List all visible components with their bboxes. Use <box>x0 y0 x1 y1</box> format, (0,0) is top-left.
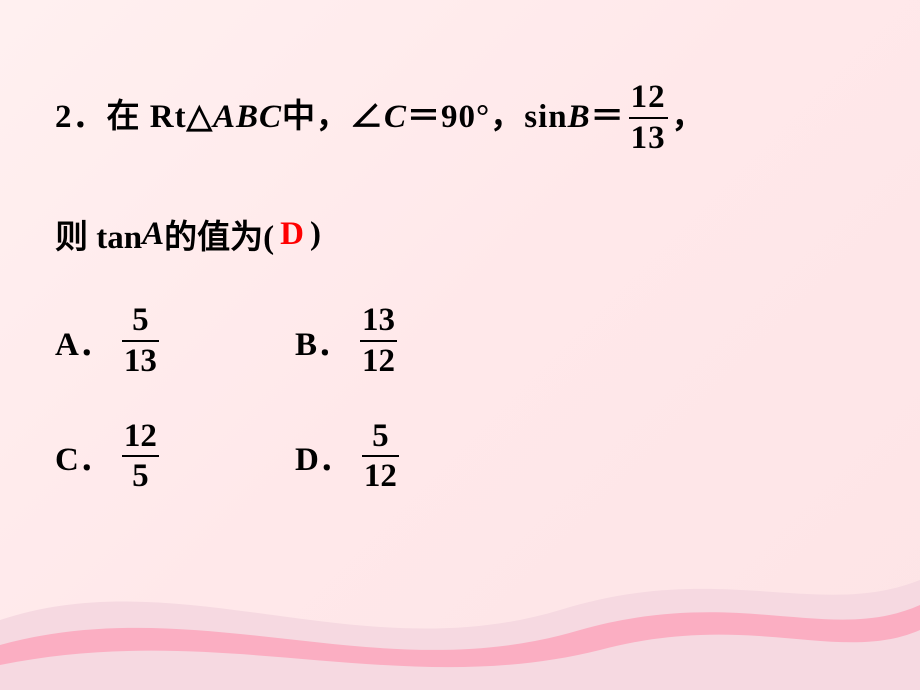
option-D-label: D． <box>295 432 352 480</box>
option-A: A． 5 13 <box>55 303 295 378</box>
option-D-fraction: 5 12 <box>362 419 399 494</box>
letter-B: B <box>236 101 259 134</box>
option-C-num: 12 <box>122 419 159 454</box>
fraction-bar <box>360 340 397 342</box>
tan-A-letter: A <box>142 216 164 253</box>
text-comma: ， <box>672 101 706 134</box>
answer-letter: D <box>274 216 310 253</box>
letter-C: C <box>259 101 282 134</box>
triangle-symbol: △ <box>187 101 213 134</box>
text-line2b: 的值为( <box>164 210 274 258</box>
text-line2a: 则 tan <box>55 210 142 258</box>
option-B-den: 12 <box>360 344 397 379</box>
option-D: D． 5 12 <box>295 419 403 494</box>
letter-A: A <box>213 101 236 134</box>
options-row-1: A． 5 13 B． 13 12 <box>55 303 870 378</box>
slide-content: 2． 在 Rt △ A B C 中，∠ C ＝90°，sin B ＝ 12 13… <box>0 0 920 690</box>
option-D-num: 5 <box>370 419 391 454</box>
option-C: C． 12 5 <box>55 419 295 494</box>
options-block: A． 5 13 B． 13 12 C． 12 <box>55 303 870 494</box>
text-line2c: ) <box>310 216 321 253</box>
option-B-fraction: 13 12 <box>360 303 397 378</box>
fraction-denominator: 13 <box>629 121 668 156</box>
option-C-label: C． <box>55 432 112 480</box>
question-line-2: 则 tan A 的值为( D ) <box>55 210 870 258</box>
option-B-num: 13 <box>360 303 397 338</box>
option-A-label: A． <box>55 317 112 365</box>
angle-C: C <box>384 101 407 134</box>
text-eq: ＝ <box>591 101 625 134</box>
fraction-bar <box>362 455 399 457</box>
fraction-bar <box>629 117 668 119</box>
fraction-bar <box>122 455 159 457</box>
option-A-fraction: 5 13 <box>122 303 159 378</box>
text-part1: 在 Rt <box>107 101 187 134</box>
options-row-2: C． 12 5 D． 5 12 <box>55 419 870 494</box>
fraction-numerator: 12 <box>629 80 668 115</box>
question-line-1: 2． 在 Rt △ A B C 中，∠ C ＝90°，sin B ＝ 12 13… <box>55 80 870 155</box>
option-D-den: 12 <box>362 459 399 494</box>
option-A-den: 13 <box>122 344 159 379</box>
option-B: B． 13 12 <box>295 303 401 378</box>
option-B-label: B． <box>295 317 350 365</box>
question-number: 2． <box>55 101 107 134</box>
option-C-fraction: 12 5 <box>122 419 159 494</box>
sin-B: B <box>568 101 591 134</box>
option-A-num: 5 <box>130 303 151 338</box>
option-C-den: 5 <box>130 459 151 494</box>
fraction-12-13: 12 13 <box>629 80 668 155</box>
text-part2: 中，∠ <box>282 101 384 134</box>
text-eq90: ＝90°，sin <box>407 101 568 134</box>
fraction-bar <box>122 340 159 342</box>
